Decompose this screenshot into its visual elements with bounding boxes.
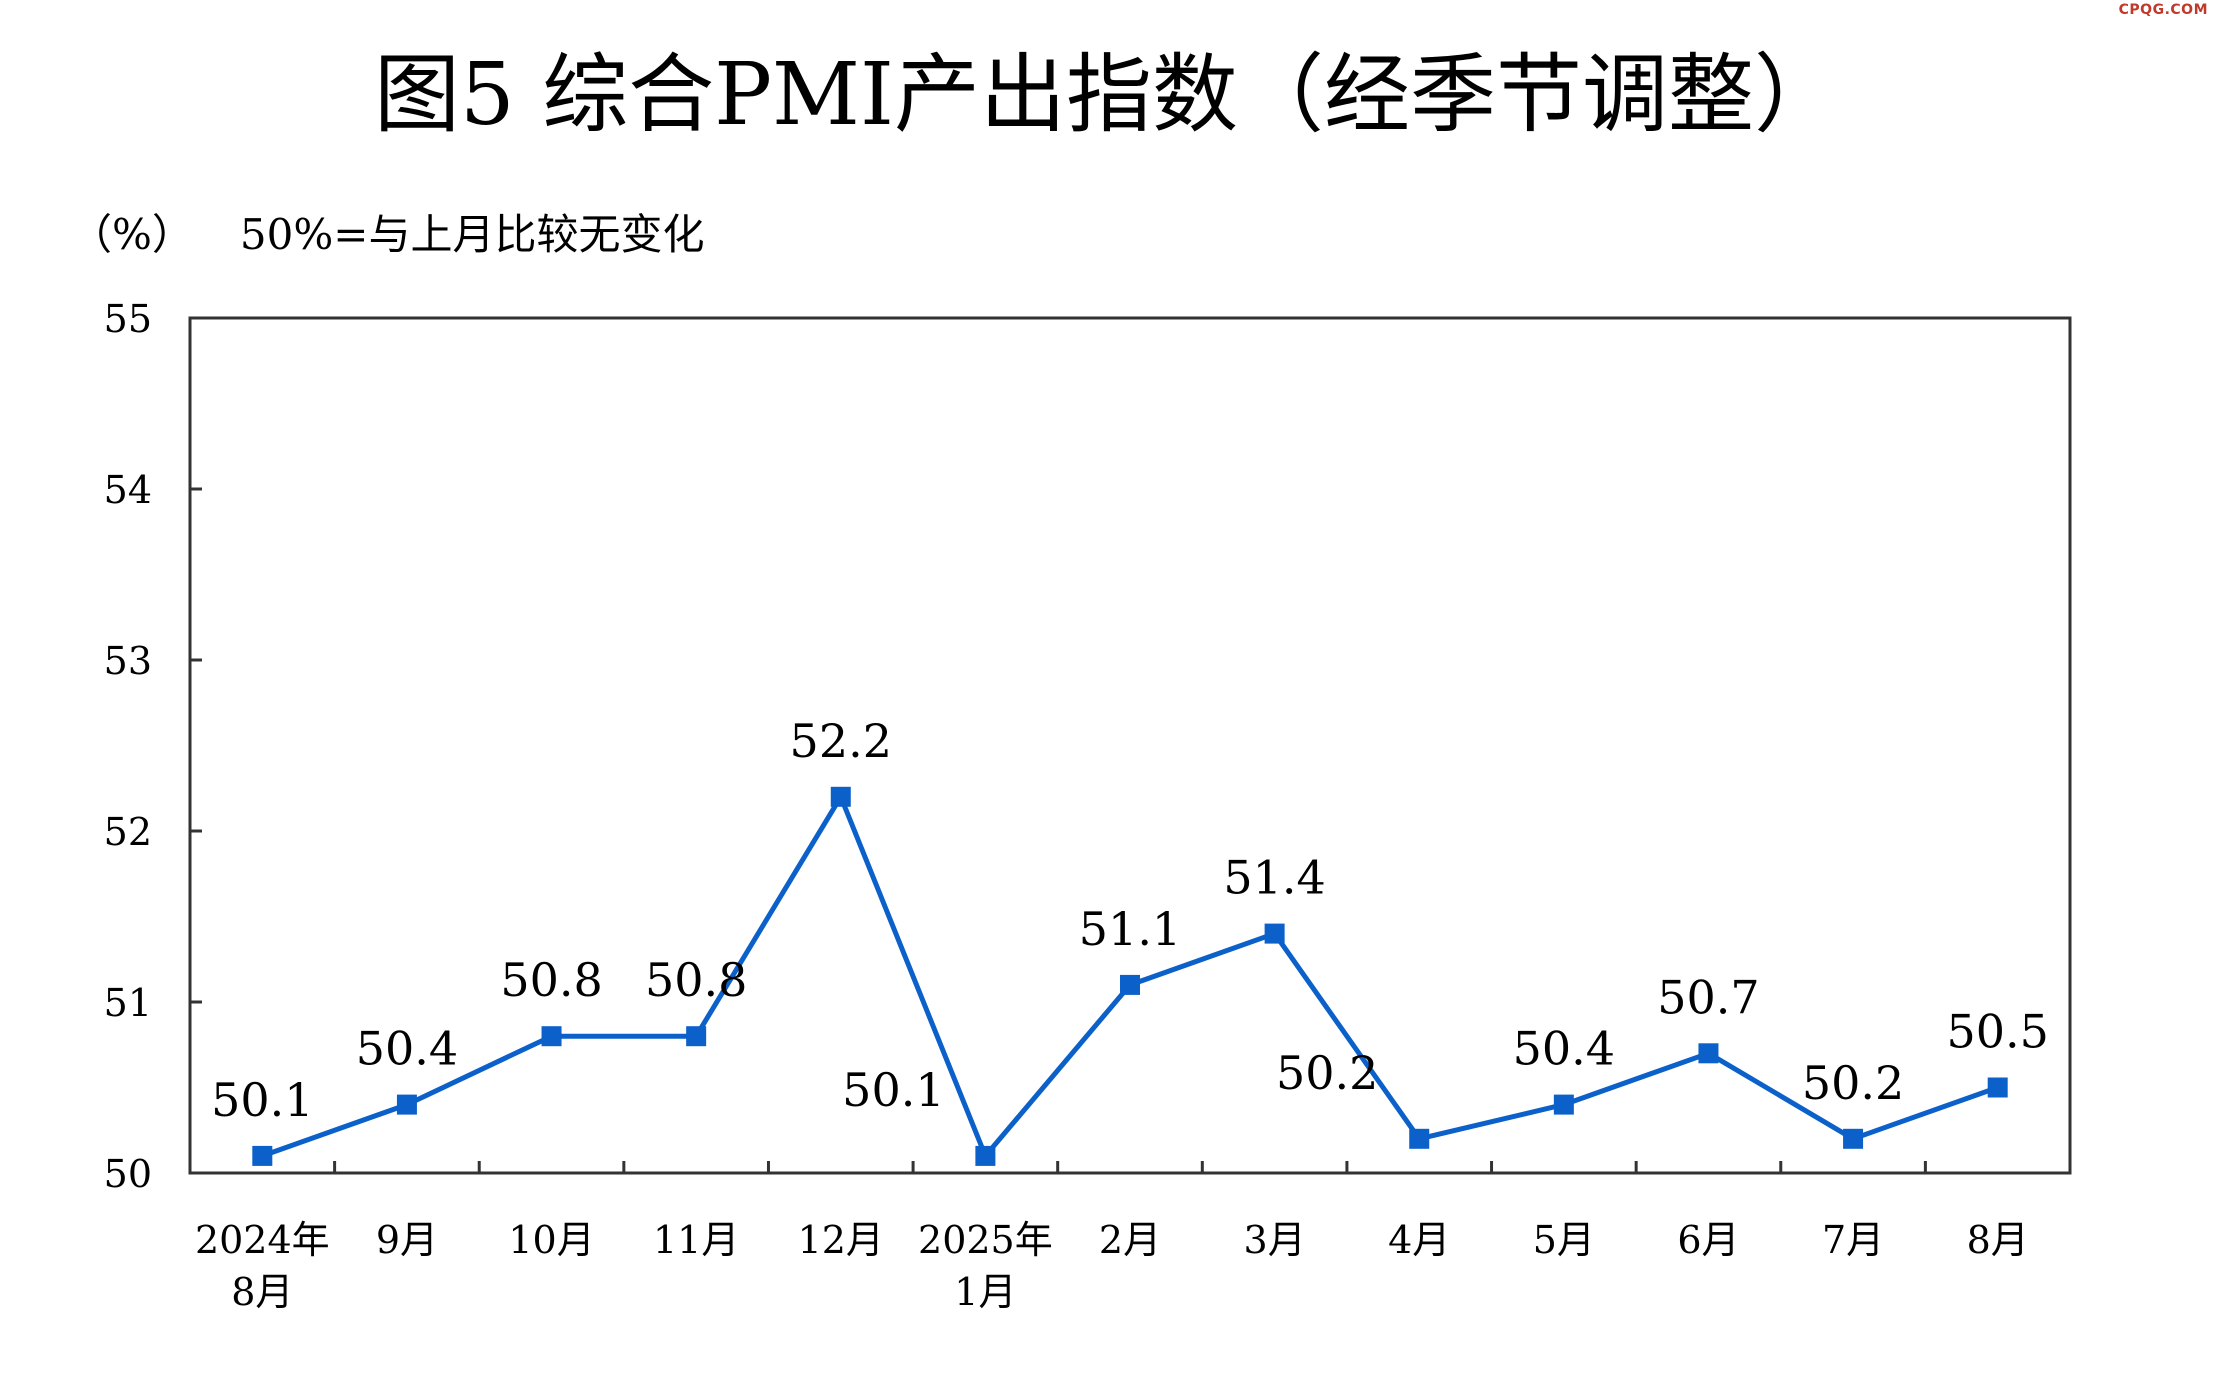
data-point [541,1026,562,1047]
watermark: CPQG.COM [2118,2,2208,18]
x-tick-label: 5月 [1533,1218,1595,1262]
chart-title: 图5 综合PMI产出指数（经季节调整） [374,45,1840,145]
y-tick-label: 52 [104,810,152,854]
y-axis-unit-label: （%） [70,210,194,259]
x-tick-label: 9月 [376,1218,438,1262]
y-tick-label: 53 [104,639,152,683]
x-tick-label: 8月 [231,1270,293,1314]
y-tick-label: 51 [104,981,152,1025]
data-label: 51.4 [1223,851,1325,905]
x-tick-label: 2024年 [195,1218,330,1262]
data-label: 50.1 [211,1073,313,1127]
x-tick-label: 7月 [1822,1218,1884,1262]
x-tick-label: 2025年 [918,1218,1053,1262]
data-label: 50.2 [1276,1046,1378,1100]
data-point [396,1094,417,1115]
x-tick-label: 10月 [508,1218,594,1262]
baseline-note: 50%=与上月比较无变化 [239,210,705,259]
x-tick-label: 11月 [653,1218,739,1262]
data-point [1987,1077,2008,1098]
y-axis-header: （%） 50%=与上月比较无变化 [70,205,704,265]
data-point [1264,923,1285,944]
y-tick-label: 54 [104,468,152,512]
data-point [1698,1043,1719,1064]
data-point [1409,1128,1430,1149]
x-tick-label: 8月 [1967,1218,2029,1262]
x-tick-label: 6月 [1677,1218,1739,1262]
data-point [252,1145,273,1166]
x-tick-label: 2月 [1099,1218,1161,1262]
data-label: 50.1 [842,1063,944,1117]
data-point [1553,1094,1574,1115]
data-label: 52.2 [790,714,892,768]
data-label: 50.4 [356,1022,458,1076]
y-tick-label: 55 [104,297,152,341]
x-tick-label: 3月 [1244,1218,1306,1262]
x-tick-label: 4月 [1388,1218,1450,1262]
data-label: 50.8 [645,953,747,1007]
data-label: 50.5 [1946,1005,2048,1059]
data-point [975,1145,996,1166]
x-tick-label: 12月 [798,1218,884,1262]
data-label: 50.7 [1657,970,1759,1024]
data-point [686,1026,707,1047]
data-label: 50.4 [1513,1022,1615,1076]
data-point [830,786,851,807]
data-label: 51.1 [1079,902,1181,956]
data-label: 50.2 [1802,1056,1904,1110]
plot-frame [188,316,2072,1175]
data-point [1843,1128,1864,1149]
data-point [1120,974,1140,995]
data-label: 50.8 [500,953,602,1007]
x-tick-label: 1月 [954,1270,1016,1314]
y-tick-label: 50 [104,1152,152,1196]
